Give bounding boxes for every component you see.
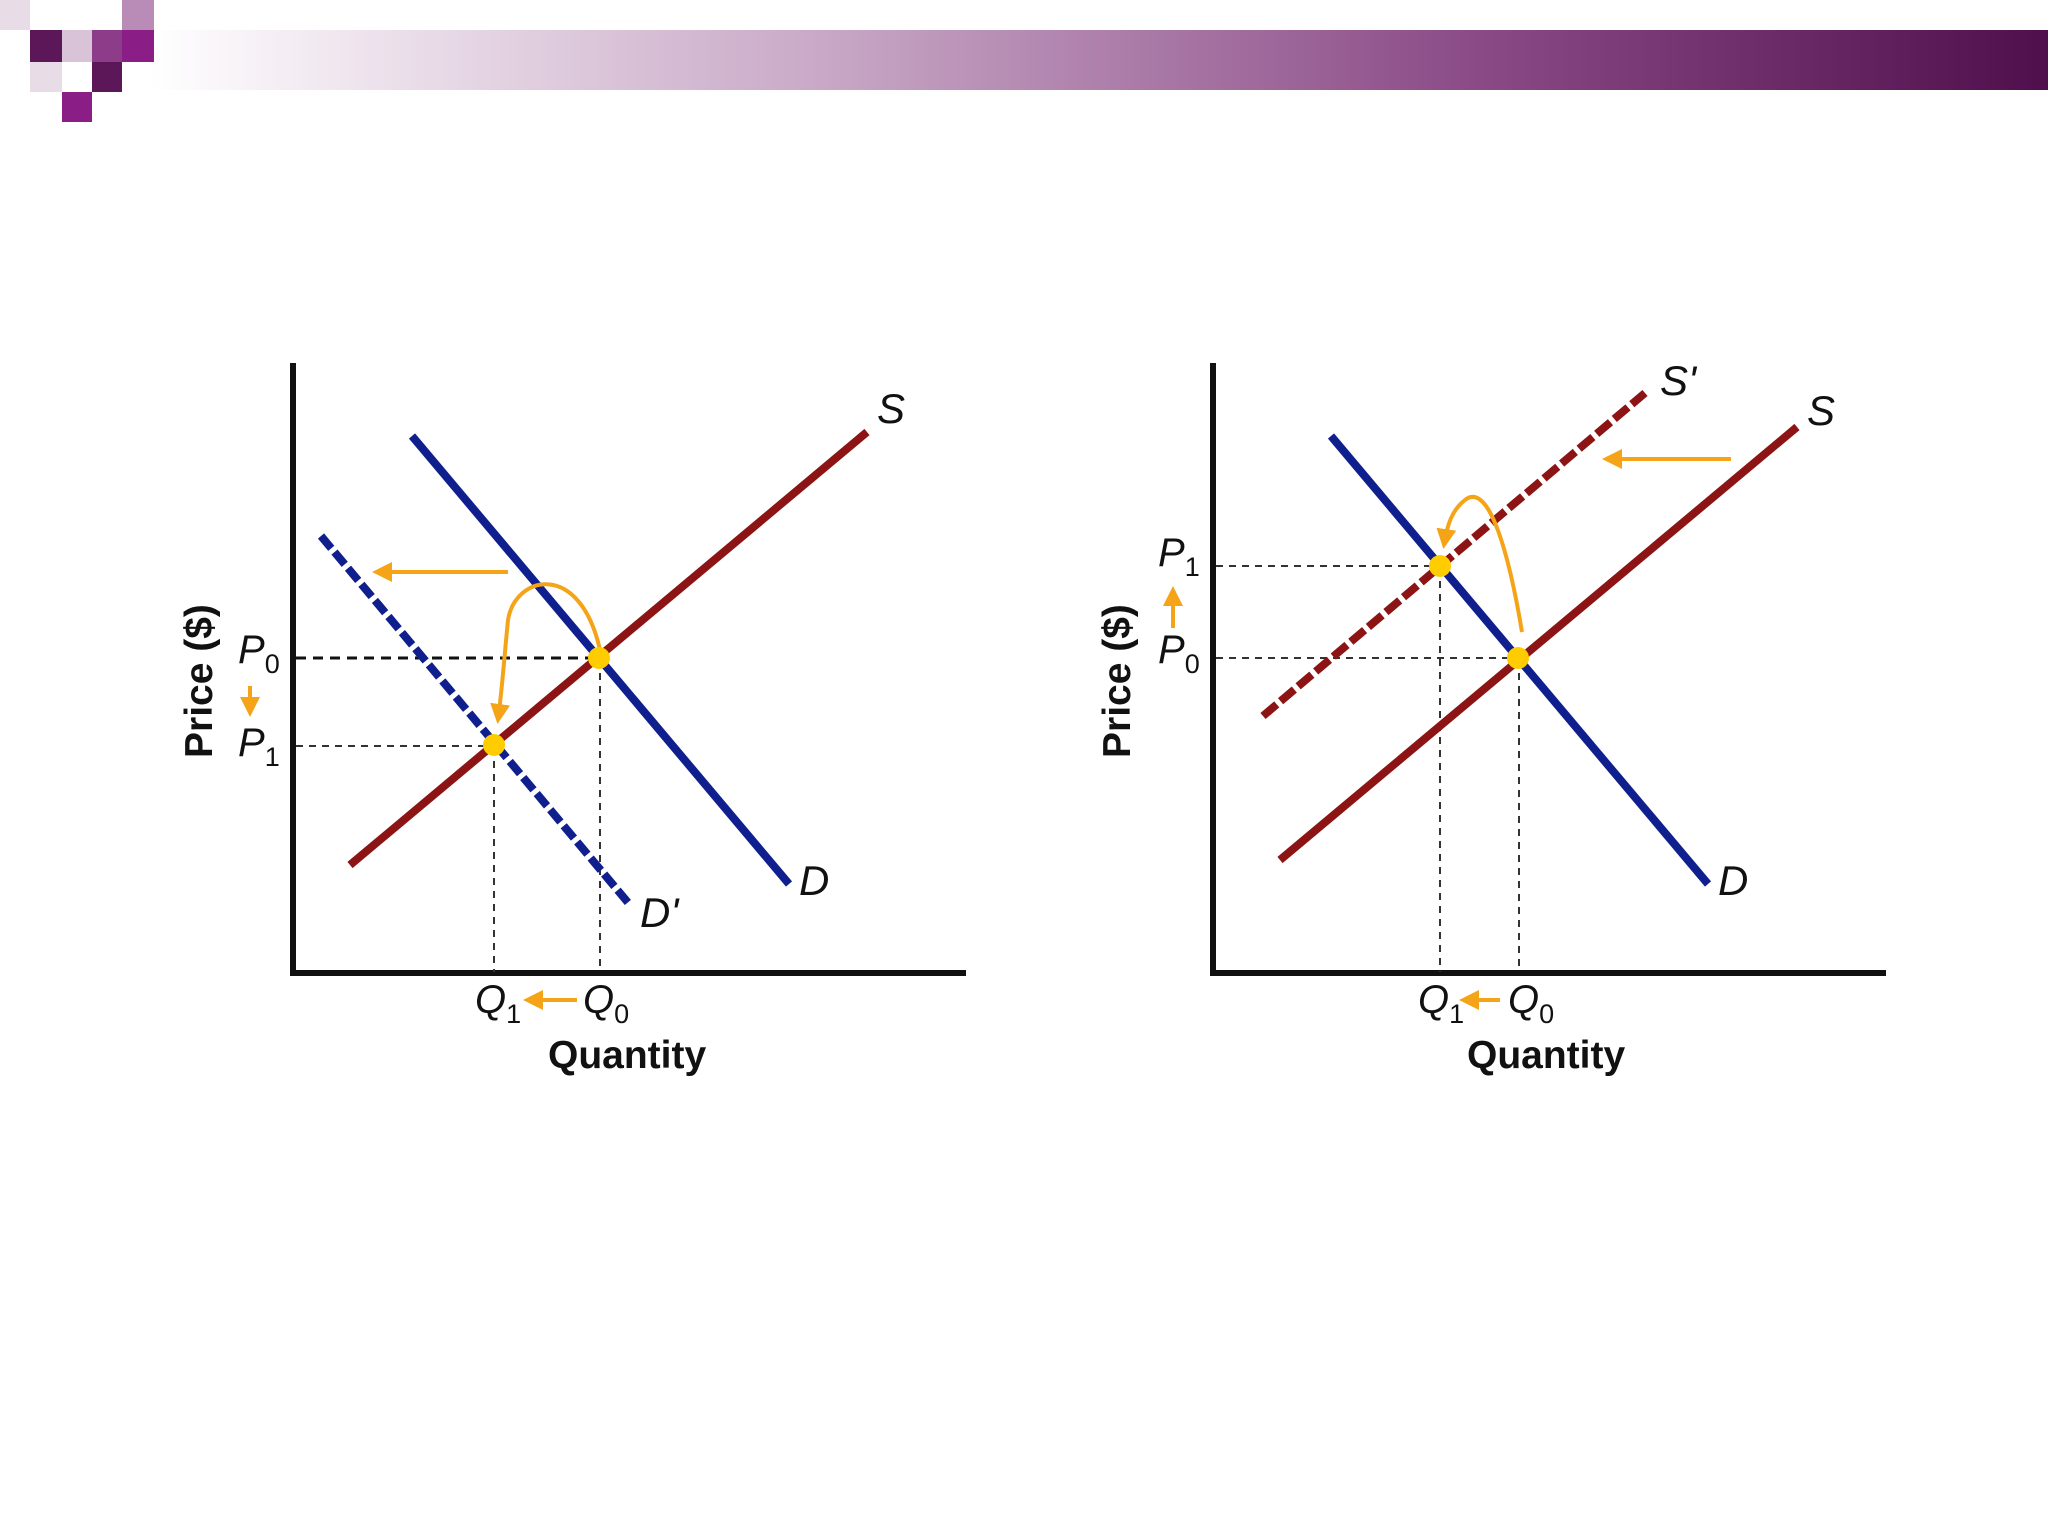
right-demand-label: D [1718,857,1748,904]
right-supply-new-label: S' [1660,357,1698,404]
left-q1-label: Q1 [475,978,521,1029]
header-banner [150,30,2048,90]
left-p0-label: P0 [238,628,280,679]
right-supply-label: S [1807,387,1835,434]
left-demand-label: D [799,857,829,904]
right-q1-label: Q1 [1418,978,1464,1029]
left-panel: S D D' P0 P1 Q1 Q0 Quantity Price ($) [178,363,966,1077]
right-p1-label: P1 [1158,531,1200,582]
left-equilibrium-old [588,647,610,669]
left-demand-new-curve [317,533,634,908]
left-y-axis-label: Price ($) [178,604,221,758]
left-p1-label: P1 [238,721,280,772]
left-demand-new-label: D' [640,889,680,936]
left-movement-arrow [490,582,602,724]
right-x-axis-label: Quantity [1467,1034,1625,1077]
right-p0-label: P0 [1158,628,1200,679]
right-y-axis-label: Price ($) [1096,604,1139,758]
right-supply-new-curve [1260,389,1648,720]
left-supply-curve [347,428,870,869]
left-q0-label: Q0 [583,978,629,1029]
right-equilibrium-new [1429,555,1451,577]
right-equilibrium-old [1507,647,1529,669]
right-q0-label: Q0 [1508,978,1554,1029]
corner-decoration [0,0,154,122]
right-movement-arrow [1436,495,1524,633]
left-equilibrium-new [483,734,505,756]
left-x-axis-label: Quantity [548,1034,706,1077]
right-panel: S' S D P1 P0 Q1 Q0 Quantity Price ($) [1096,357,1886,1077]
left-supply-label: S [877,385,905,432]
right-supply-curve [1277,423,1800,864]
